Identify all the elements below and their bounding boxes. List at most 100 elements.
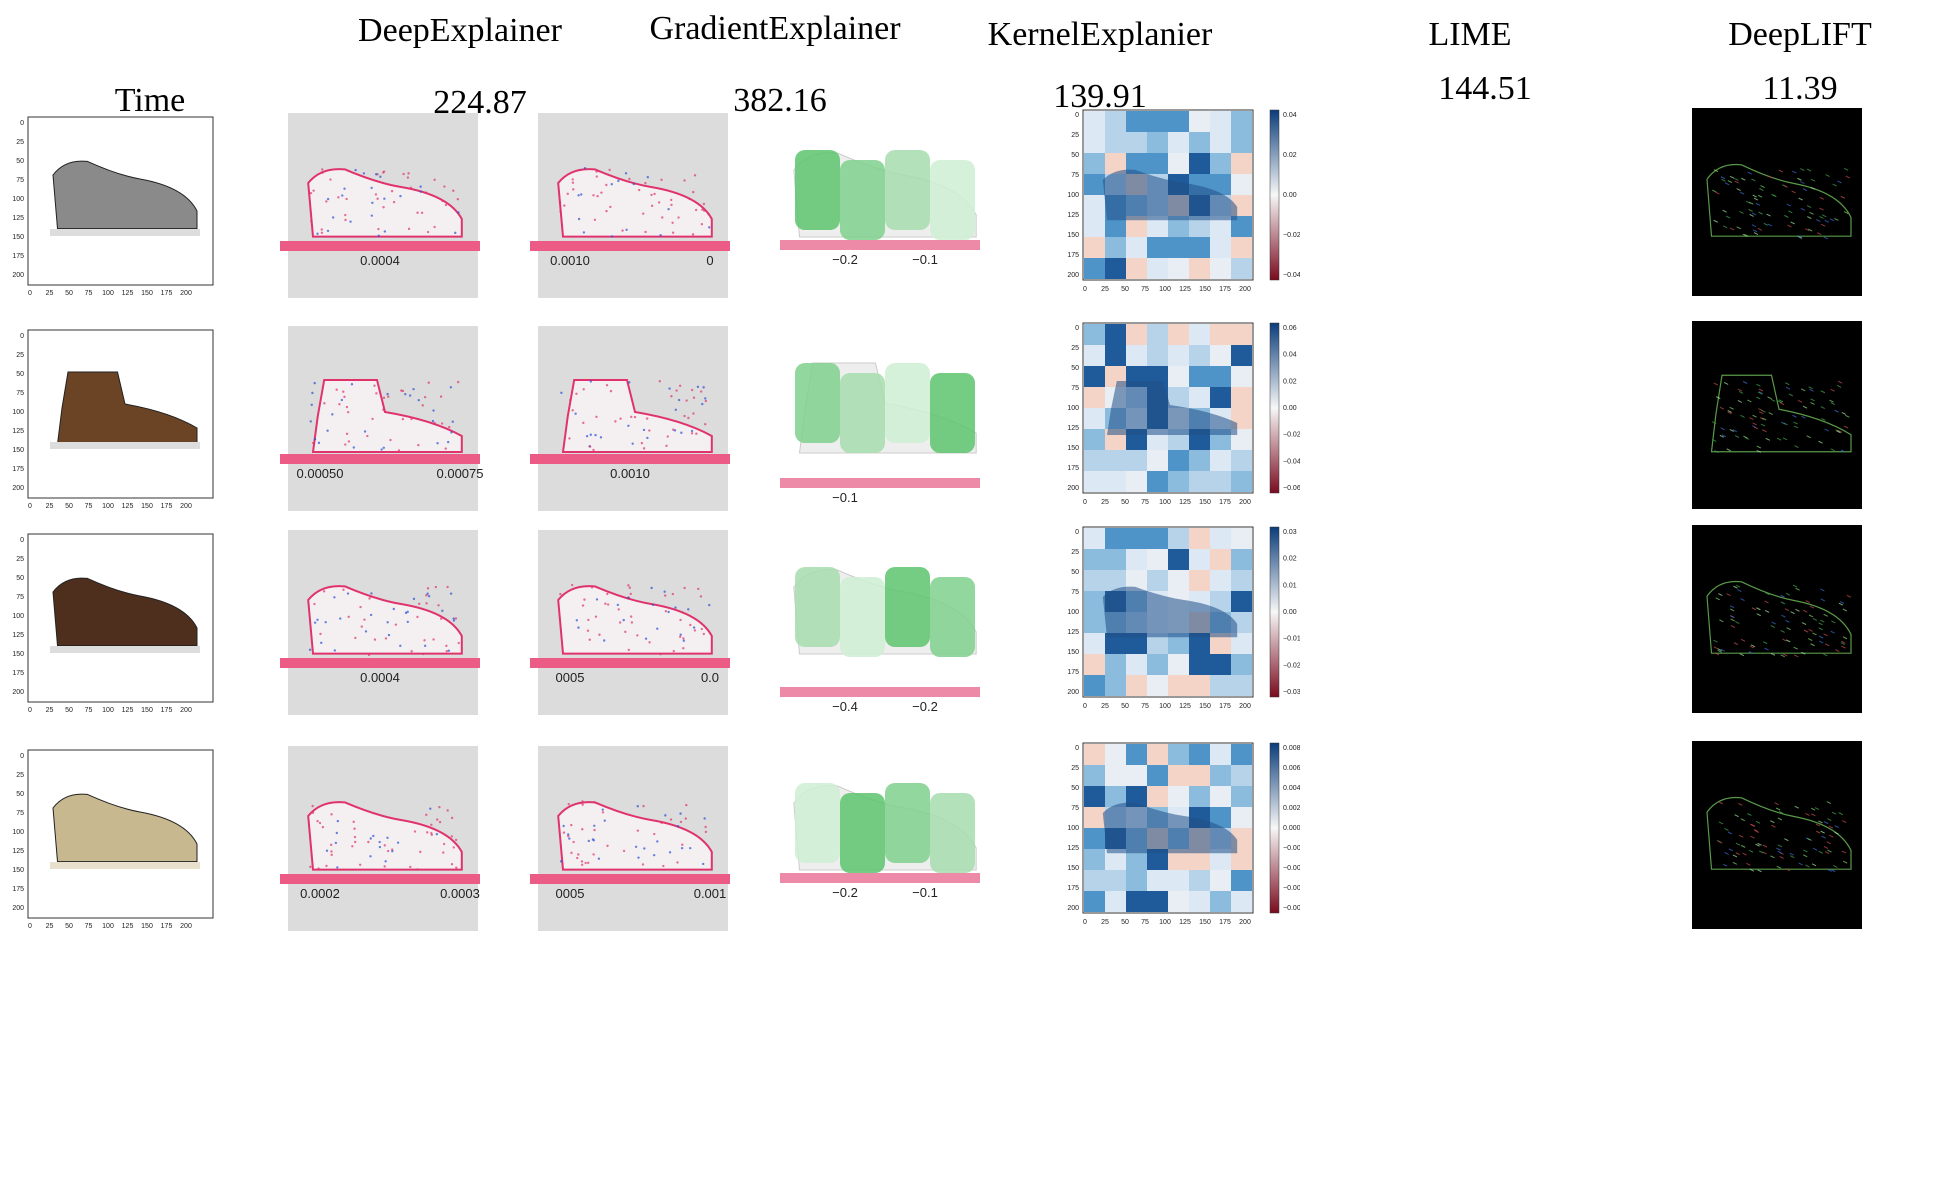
attribution-speck — [409, 186, 412, 189]
y-tick-label: 25 — [16, 772, 24, 779]
lime-superpixel — [1231, 849, 1252, 870]
attribution-speck — [339, 617, 342, 620]
deeplift-relevance-stroke — [1744, 233, 1749, 237]
lime-superpixel — [1189, 744, 1210, 765]
deeplift-relevance-stroke — [1798, 197, 1803, 201]
lime-superpixel — [1084, 195, 1105, 216]
deeplift-relevance-stroke — [1810, 643, 1815, 647]
deeplift-relevance-stroke — [1730, 618, 1735, 622]
lime-superpixel — [1168, 258, 1189, 279]
lime-superpixel — [1147, 324, 1168, 345]
attribution-speck — [568, 837, 571, 840]
lime-superpixel — [1210, 528, 1231, 549]
lime-superpixel — [1084, 891, 1105, 912]
deeplift-relevance-stroke — [1822, 214, 1827, 218]
y-tick-label: 50 — [1071, 152, 1079, 159]
colorbar — [780, 478, 980, 488]
attribution-speck — [399, 194, 402, 198]
attribution-speck — [558, 200, 562, 204]
deeplift-relevance-stroke — [1780, 629, 1785, 633]
colorbar-tick-label: −0.002 — [1283, 845, 1300, 852]
attribution-speck — [628, 381, 631, 384]
deeplift-relevance-stroke — [1782, 653, 1788, 657]
method-title-kernelexplainer: KernelExplanier — [987, 16, 1213, 53]
attribution-speck — [642, 212, 645, 215]
attribution-speck — [344, 213, 347, 217]
deeplift-relevance-stroke — [1726, 593, 1731, 597]
attribution-speck — [351, 845, 354, 848]
attribution-speck — [311, 811, 315, 814]
attribution-speck — [702, 386, 705, 389]
lime-shoe-overlay — [1102, 586, 1238, 638]
y-tick-label: 75 — [1071, 589, 1079, 596]
x-tick-label: 50 — [1121, 703, 1129, 710]
deeplift-relevance-stroke — [1751, 224, 1757, 228]
deeplift-relevance-stroke — [1714, 450, 1719, 454]
deeplift-relevance-stroke — [1762, 851, 1767, 855]
attribution-speck — [342, 390, 345, 393]
lime-superpixel — [1084, 345, 1105, 366]
deeplift-relevance-stroke — [1845, 175, 1851, 179]
deeplift-relevance-stroke — [1823, 236, 1829, 240]
deeplift-relevance-stroke — [1757, 391, 1763, 395]
attribution-speck — [326, 229, 330, 233]
y-tick-label: 25 — [16, 352, 24, 359]
attribution-speck — [345, 405, 349, 409]
deeplift-relevance-stroke — [1788, 393, 1794, 397]
lime-superpixel — [1084, 765, 1105, 786]
x-tick-label: 125 — [122, 923, 134, 930]
lime-superpixel — [1231, 471, 1252, 492]
x-tick-label: 100 — [102, 290, 114, 297]
x-tick-label: 75 — [85, 503, 93, 510]
attribution-speck — [310, 403, 313, 407]
lime-superpixel — [1210, 111, 1231, 132]
deeplift-relevance-stroke — [1712, 438, 1717, 442]
attribution-speck — [456, 197, 460, 201]
lime-superpixel — [1210, 450, 1231, 471]
superpixel-segment — [930, 373, 975, 453]
deeplift-relevance-stroke — [1820, 830, 1825, 834]
lime-superpixel — [1084, 258, 1105, 279]
lime-superpixel — [1210, 174, 1231, 195]
attribution-speck — [679, 812, 682, 815]
x-tick-label: 100 — [102, 503, 114, 510]
lime-superpixel — [1084, 132, 1105, 153]
lime-superpixel — [1189, 216, 1210, 237]
y-tick-label: 75 — [1071, 172, 1079, 179]
colorbar-tick-label: 0.01 — [1283, 582, 1297, 589]
lime-superpixel — [1105, 654, 1126, 675]
y-tick-label: 100 — [12, 409, 24, 416]
deeplift-relevance-stroke — [1795, 608, 1800, 612]
attribution-speck — [412, 387, 415, 391]
deeplift-relevance-stroke — [1738, 391, 1744, 394]
superpixel-segment — [795, 567, 840, 647]
attribution-speck — [308, 648, 312, 652]
attribution-speck — [450, 431, 453, 434]
superpixel-segment — [885, 363, 930, 443]
deeplift-relevance-stroke — [1750, 644, 1756, 648]
attribution-speck — [660, 178, 663, 182]
attribution-speck — [671, 221, 674, 224]
attribution-speck — [417, 443, 420, 447]
lime-superpixel — [1105, 765, 1126, 786]
attribution-speck — [575, 392, 578, 395]
attribution-speck — [387, 395, 390, 398]
lime-superpixel — [1189, 366, 1210, 387]
attribution-speck — [575, 619, 579, 622]
lime-superpixel — [1105, 870, 1126, 891]
deeplift-relevance-stroke — [1829, 834, 1834, 838]
lime-superpixel — [1084, 471, 1105, 492]
superpixel-segment — [885, 567, 930, 647]
deeplift-relevance-stroke — [1809, 605, 1815, 609]
deeplift-relevance-stroke — [1776, 865, 1781, 869]
attribution-speck — [423, 639, 426, 642]
x-tick-label: 0 — [1083, 499, 1087, 506]
attribution-speck — [646, 436, 649, 440]
deeplift-relevance-stroke — [1749, 645, 1755, 649]
x-tick-label: 50 — [65, 503, 73, 510]
lime-superpixel — [1126, 849, 1147, 870]
attribution-speck — [362, 172, 366, 175]
lime-superpixel — [1126, 471, 1147, 492]
x-tick-label: 175 — [1219, 919, 1231, 926]
lime-superpixel — [1084, 849, 1105, 870]
